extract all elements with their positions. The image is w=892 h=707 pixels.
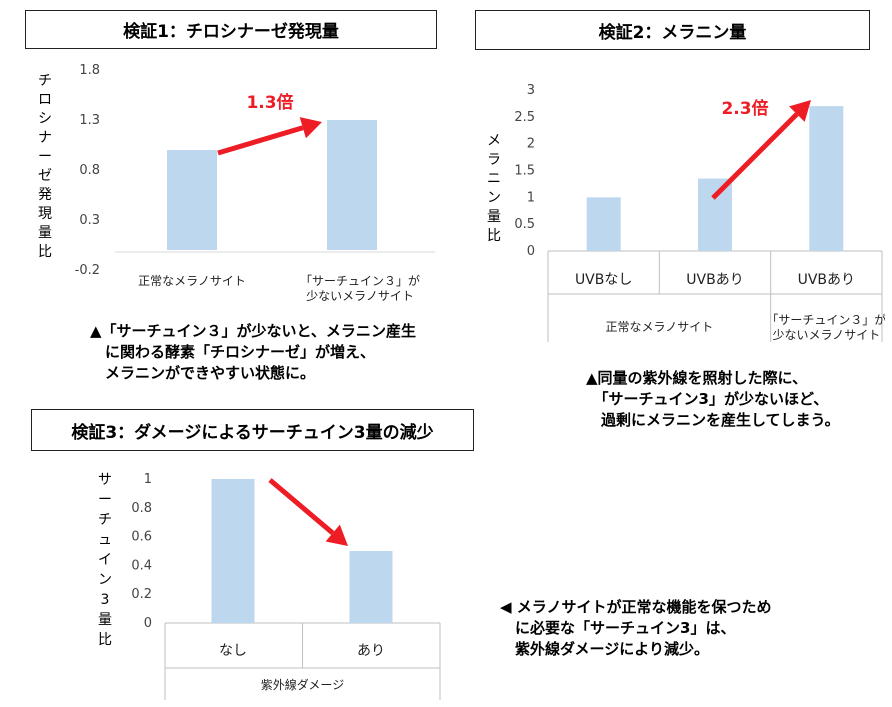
bar bbox=[349, 551, 393, 623]
x-category-label: 「サーチュイン３」が bbox=[300, 273, 420, 288]
y-tick-label: -0.2 bbox=[75, 263, 100, 278]
arrow-line bbox=[217, 125, 304, 156]
panel3-caption: ◀ メラノサイトが正常な機能を保つため に必要な「サーチュイン3」は、 紫外線ダ… bbox=[500, 598, 772, 658]
arrow-head bbox=[299, 117, 322, 139]
ylabel-char: ニ bbox=[487, 171, 501, 187]
ylabel-char: ラ bbox=[487, 152, 501, 168]
y-tick-label: 2 bbox=[527, 137, 535, 152]
group-label: 少ないメラノサイト bbox=[772, 328, 880, 342]
panel1-caption: ▲「サーチュイン３」が少ないと、メラニン産生 に関わる酵素「チロシナーゼ」が増え… bbox=[90, 322, 416, 382]
chart1: 1.8 1.3 0.8 0.3 -0.2 正常なメラノサイト 「サーチュイン３」が少ないメラ… bbox=[75, 63, 435, 303]
group-label: 紫外線ダメージ bbox=[261, 677, 344, 692]
annotation-label: 2.3倍 bbox=[721, 98, 768, 119]
ylabel-char: ロ bbox=[38, 92, 52, 108]
panel3-title: 検証3：ダメージによるサーチュイン3量の減少 bbox=[31, 409, 474, 451]
ylabel-char: ナ bbox=[38, 130, 52, 146]
y-tick-label: 0.8 bbox=[131, 501, 152, 516]
y-tick-label: 2.5 bbox=[514, 110, 535, 125]
bar bbox=[211, 479, 255, 623]
bar bbox=[167, 150, 217, 250]
ylabel-char: ン bbox=[487, 190, 501, 206]
ylabel-char: チ bbox=[98, 512, 112, 528]
y-tick-label: 0 bbox=[144, 616, 152, 631]
x-category-label: 正常なメラノサイト bbox=[138, 274, 246, 288]
y-tick-label: 1 bbox=[144, 472, 152, 487]
panel1-ylabel: チロシナーゼ発現量比 bbox=[35, 72, 55, 262]
y-tick-label: 3 bbox=[527, 83, 535, 98]
ylabel-char: 比 bbox=[487, 228, 501, 244]
panel2-caption: ▲同量の紫外線を照射した際に、 「サーチュイン3」が少ないほど、 過剰にメラニン… bbox=[586, 369, 840, 429]
ylabel-char: チ bbox=[38, 73, 52, 89]
group-label: 正常なメラノサイト bbox=[605, 320, 713, 334]
x-category-label: UVBなし bbox=[575, 272, 632, 288]
ylabel-char: ー bbox=[38, 149, 52, 165]
y-tick-label: 0.3 bbox=[79, 213, 100, 228]
ylabel-char: シ bbox=[38, 111, 52, 127]
arrow-head bbox=[789, 100, 811, 122]
y-tick-label: 0.5 bbox=[514, 217, 535, 232]
y-tick-label: 0.6 bbox=[131, 530, 152, 545]
bar bbox=[809, 106, 844, 251]
y-tick-label: 1 bbox=[527, 190, 535, 205]
bar bbox=[586, 197, 621, 251]
panel1-title: 検証1：チロシナーゼ発現量 bbox=[25, 10, 437, 49]
arrow-line bbox=[711, 112, 799, 200]
x-category-label: UVBあり bbox=[798, 272, 855, 288]
bar bbox=[327, 120, 377, 250]
ylabel-char: イ bbox=[98, 552, 112, 568]
y-tick-label: 1.3 bbox=[79, 113, 100, 128]
ylabel-char: ュ bbox=[98, 532, 112, 548]
y-tick-label: 1.8 bbox=[79, 63, 100, 78]
bar bbox=[698, 178, 732, 251]
arrow-head bbox=[325, 524, 348, 546]
y-tick-label: 1.5 bbox=[514, 164, 535, 179]
ylabel-char: ゼ bbox=[38, 168, 52, 184]
ylabel-char: サ bbox=[98, 472, 112, 488]
ylabel-char: 量 bbox=[38, 225, 52, 241]
ylabel-char: 比 bbox=[38, 244, 52, 260]
y-tick-label: 0.8 bbox=[79, 163, 100, 178]
group-label: 「サーチュイン３」が bbox=[766, 312, 885, 327]
ylabel-char: 3 bbox=[100, 592, 110, 608]
ylabel-char: 現 bbox=[38, 206, 52, 222]
ylabel-char: ー bbox=[98, 492, 112, 508]
ylabel-char: 量 bbox=[98, 612, 112, 628]
x-category-label: UVBあり bbox=[686, 272, 743, 288]
x-category-label: なし bbox=[219, 643, 247, 659]
arrow-line bbox=[268, 478, 335, 535]
x-category-label: 少ないメラノサイト bbox=[306, 289, 414, 303]
x-category-label: あり bbox=[357, 643, 385, 659]
y-tick-label: 0.2 bbox=[131, 587, 152, 602]
y-tick-label: 0 bbox=[527, 244, 535, 259]
annotation-label: 1.3倍 bbox=[246, 92, 293, 113]
panel2-ylabel: メラニン量比 bbox=[484, 132, 504, 246]
ylabel-char: ン bbox=[98, 572, 112, 588]
ylabel-char: 比 bbox=[98, 632, 112, 648]
ylabel-char: メ bbox=[487, 133, 501, 149]
ylabel-char: 量 bbox=[487, 209, 501, 225]
ylabel-char: 発 bbox=[38, 187, 52, 203]
panel3-ylabel: サーチュイン 3 量比 bbox=[95, 470, 115, 650]
y-tick-label: 0.4 bbox=[131, 558, 152, 573]
panel2-title: 検証2：メラニン量 bbox=[475, 10, 870, 50]
